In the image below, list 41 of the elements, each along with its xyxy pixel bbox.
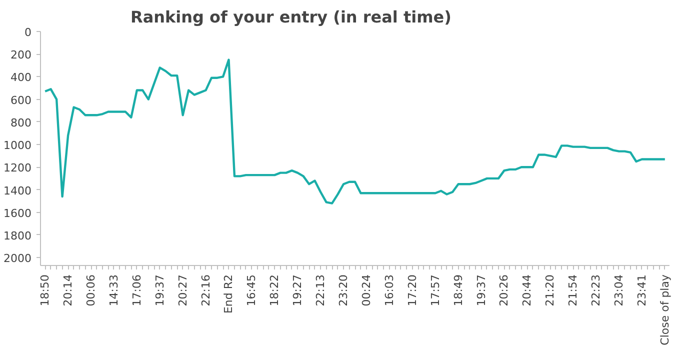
x-tick-label: End R2 xyxy=(222,274,236,314)
x-tick-label: 17:06 xyxy=(130,274,144,306)
y-tick-label: 200 xyxy=(10,48,32,62)
y-tick-label: 1600 xyxy=(4,206,32,220)
x-tick-label: 21:54 xyxy=(566,274,580,306)
x-tick-label: 18:22 xyxy=(268,274,282,306)
x-tick-label: 21:20 xyxy=(544,274,557,306)
x-tick-label: 16:03 xyxy=(382,274,396,306)
y-tick-label: 2000 xyxy=(4,252,32,266)
line-series xyxy=(44,58,666,204)
y-tick-label: 1400 xyxy=(4,184,32,198)
x-tick-label: 20:14 xyxy=(62,274,75,306)
y-tick-label: 400 xyxy=(10,71,32,84)
x-tick-label: Close of play xyxy=(658,274,672,346)
y-tick-label: 0 xyxy=(24,26,32,39)
x-tick-label: 18:49 xyxy=(452,274,465,306)
x-tick-label: 17:57 xyxy=(428,274,442,306)
y-tick-label: 1200 xyxy=(4,162,32,175)
x-tick-label: 19:27 xyxy=(291,274,304,306)
x-tick-label: 00:24 xyxy=(360,274,373,306)
x-tick-label: 16:45 xyxy=(245,274,258,306)
x-tick-label: 20:44 xyxy=(520,274,534,306)
x-tick-label: 19:37 xyxy=(153,274,166,306)
chart-title: Ranking of your entry (in real time) xyxy=(130,8,452,26)
x-tick-label: 23:41 xyxy=(635,274,648,306)
x-tick-label: 00:06 xyxy=(84,274,98,306)
y-tick-label: 1800 xyxy=(4,229,32,242)
x-tick-label: 23:04 xyxy=(612,274,626,306)
x-tick-label: 17:20 xyxy=(406,274,419,306)
x-tick-label: 23:20 xyxy=(337,274,350,306)
x-tick-label: 19:37 xyxy=(474,274,488,306)
x-tick-label: 22:13 xyxy=(314,274,328,306)
x-tick-label: 22:16 xyxy=(199,274,212,306)
x-tick-label: 18:50 xyxy=(38,274,52,306)
y-tick-label: 600 xyxy=(10,94,32,107)
x-tick-label: 14:33 xyxy=(107,274,120,306)
x-tick-label: 20:26 xyxy=(498,274,511,306)
y-tick-label: 800 xyxy=(10,116,32,130)
y-tick-label: 1000 xyxy=(4,139,32,152)
x-tick-label: 20:27 xyxy=(176,274,190,306)
x-tick-label: 22:23 xyxy=(590,274,603,306)
